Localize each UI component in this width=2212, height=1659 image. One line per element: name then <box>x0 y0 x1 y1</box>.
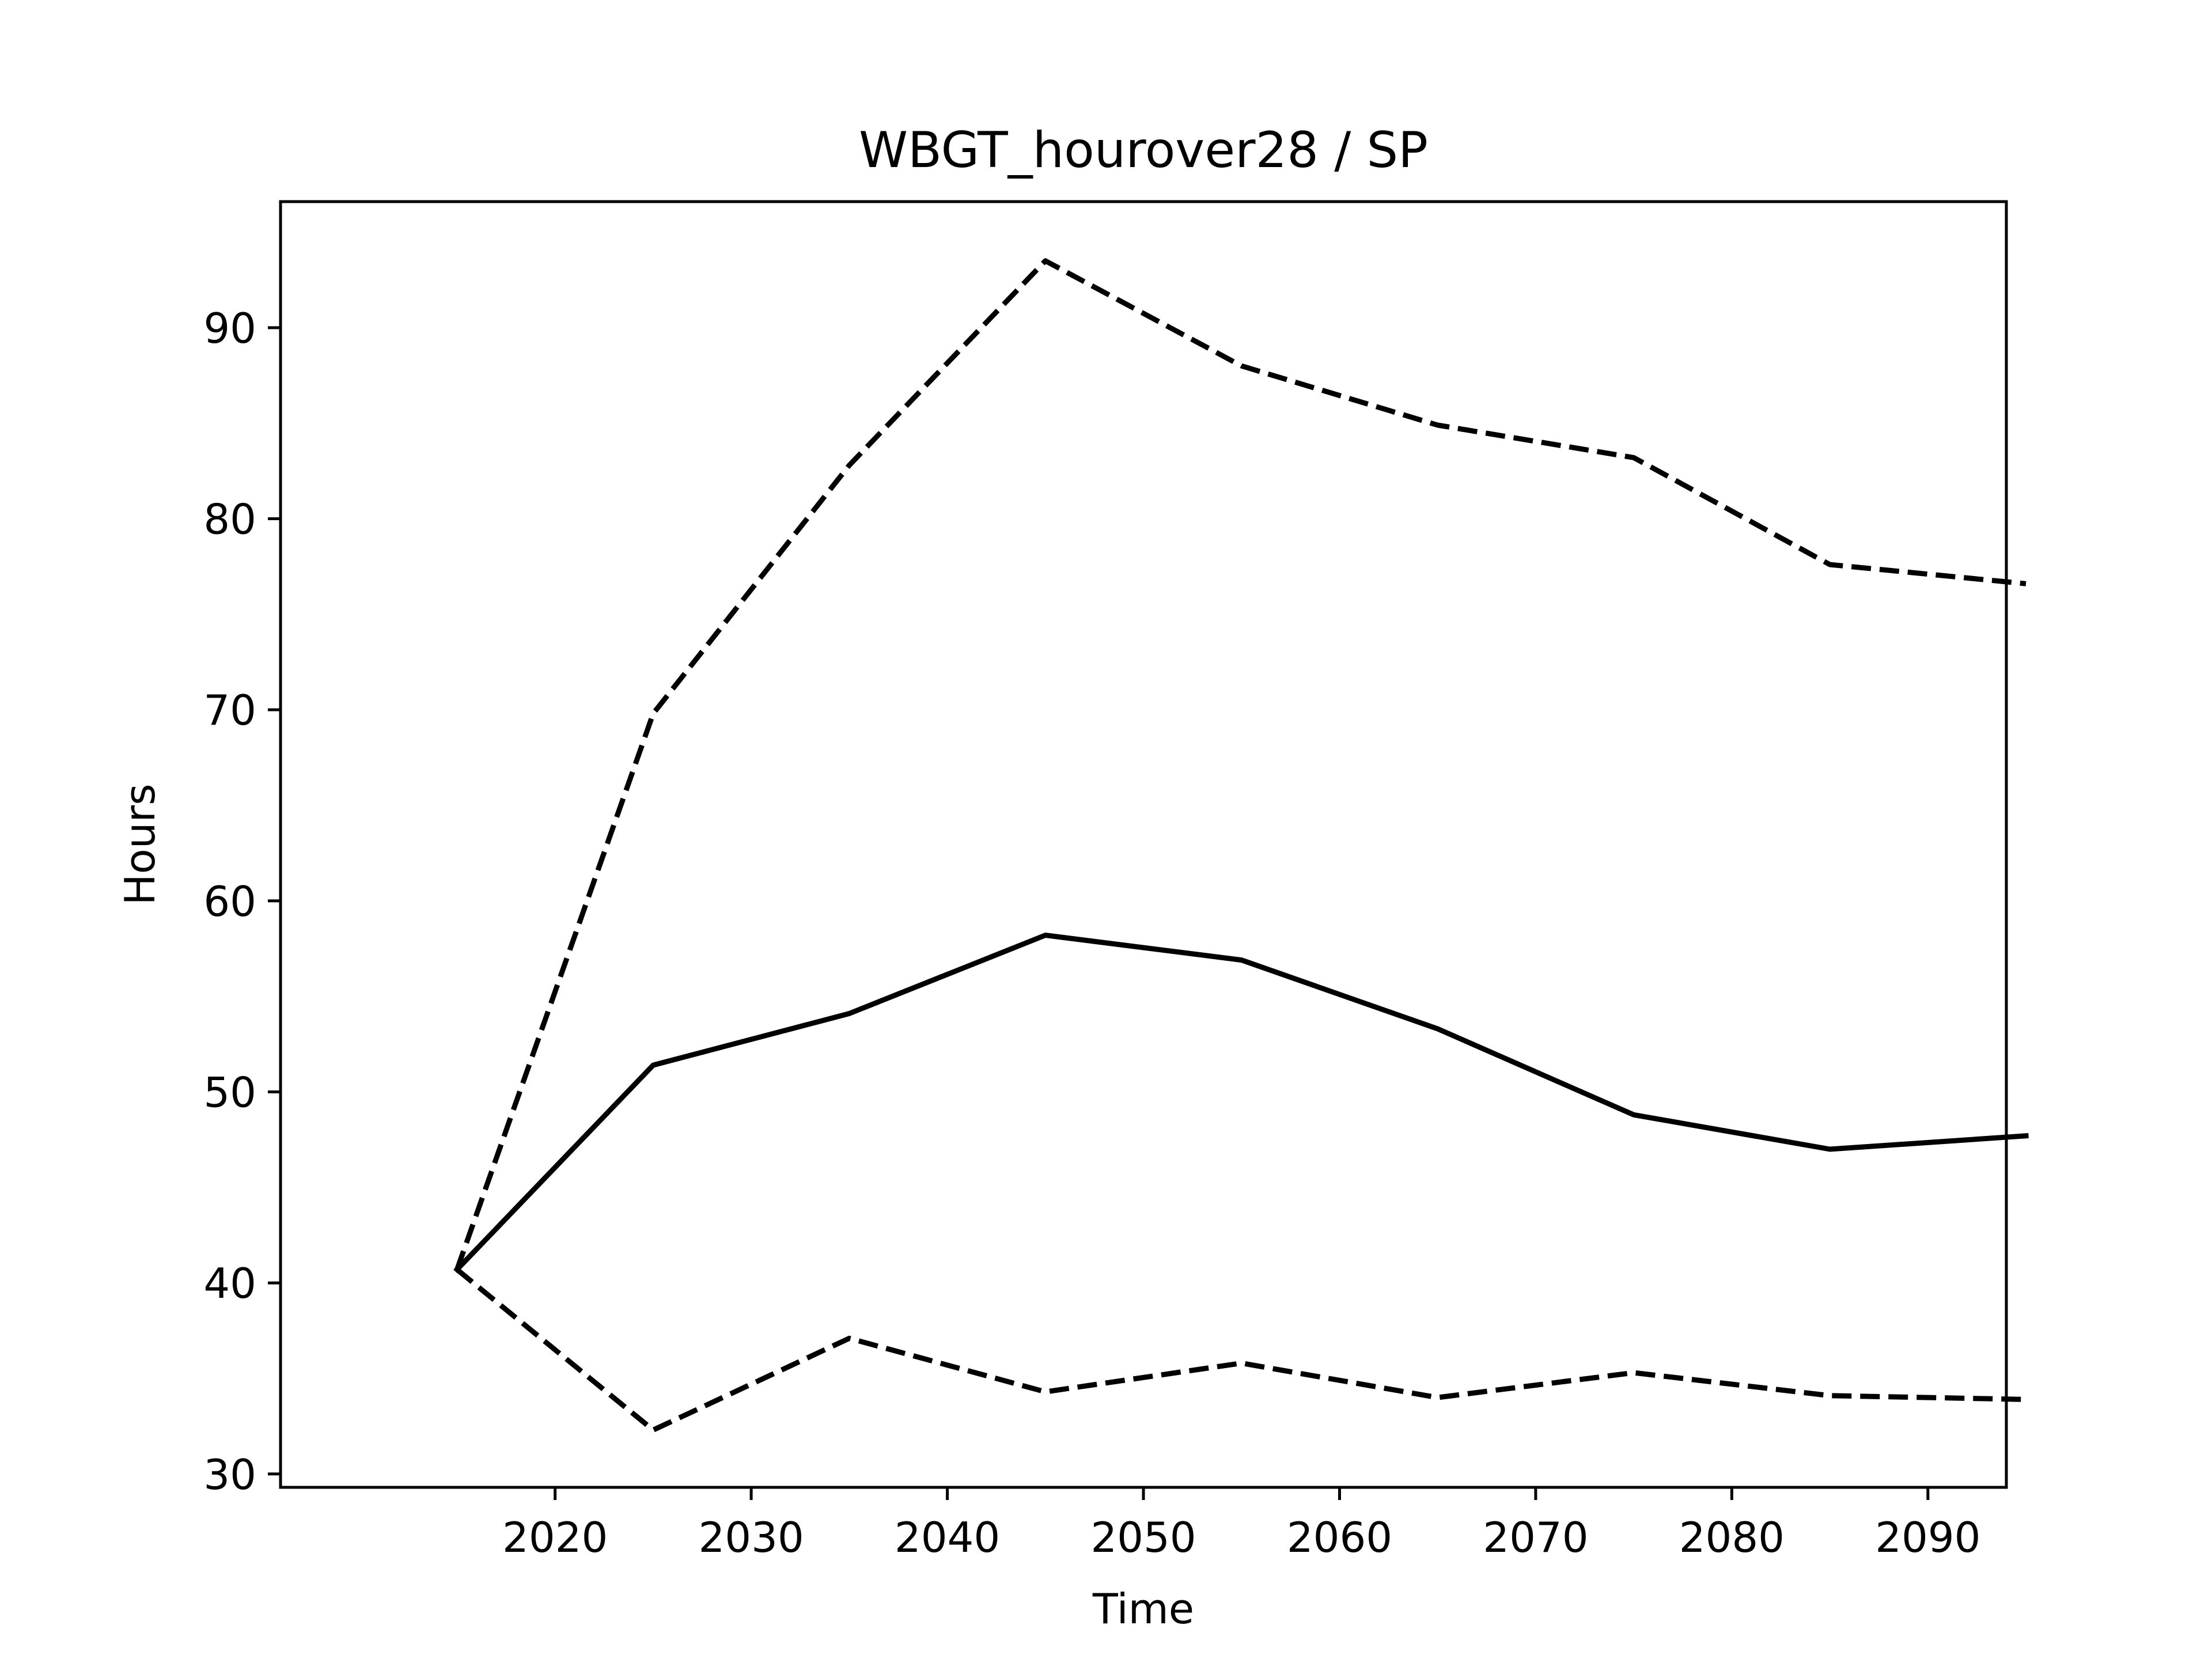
x-axis-ticks: 2020 2030 2040 2050 2060 2070 2080 2090 <box>502 1487 1980 1562</box>
x-tick-label: 2040 <box>895 1513 1000 1562</box>
y-tick-label: 60 <box>203 877 256 926</box>
series-layer <box>453 258 2029 1433</box>
x-tick-label: 2060 <box>1287 1513 1392 1562</box>
x-tick-label: 2050 <box>1090 1513 1196 1562</box>
y-tick-label: 50 <box>203 1068 256 1116</box>
x-axis-label: Time <box>1092 1585 1194 1633</box>
y-tick-label: 80 <box>203 495 256 544</box>
y-tick-label: 90 <box>203 304 256 353</box>
y-axis-label: Hours <box>116 784 164 906</box>
x-tick-label: 2070 <box>1483 1513 1588 1562</box>
x-tick-label: 2030 <box>698 1513 804 1562</box>
chart-title: WBGT_hourover28 / SP <box>859 122 1428 179</box>
x-tick-label: 2090 <box>1875 1513 1980 1562</box>
x-tick-label: 2020 <box>502 1513 608 1562</box>
y-axis-ticks: 30 40 50 60 70 80 90 <box>203 304 281 1499</box>
y-tick-label: 70 <box>203 686 256 734</box>
y-tick-label: 30 <box>203 1450 256 1499</box>
x-tick-label: 2080 <box>1679 1513 1785 1562</box>
series-line-3-dashed <box>455 1267 2027 1433</box>
series-line-1-solid <box>453 933 2029 1274</box>
series-line-2-dashed <box>454 258 2027 1271</box>
y-tick-label: 40 <box>203 1259 256 1308</box>
